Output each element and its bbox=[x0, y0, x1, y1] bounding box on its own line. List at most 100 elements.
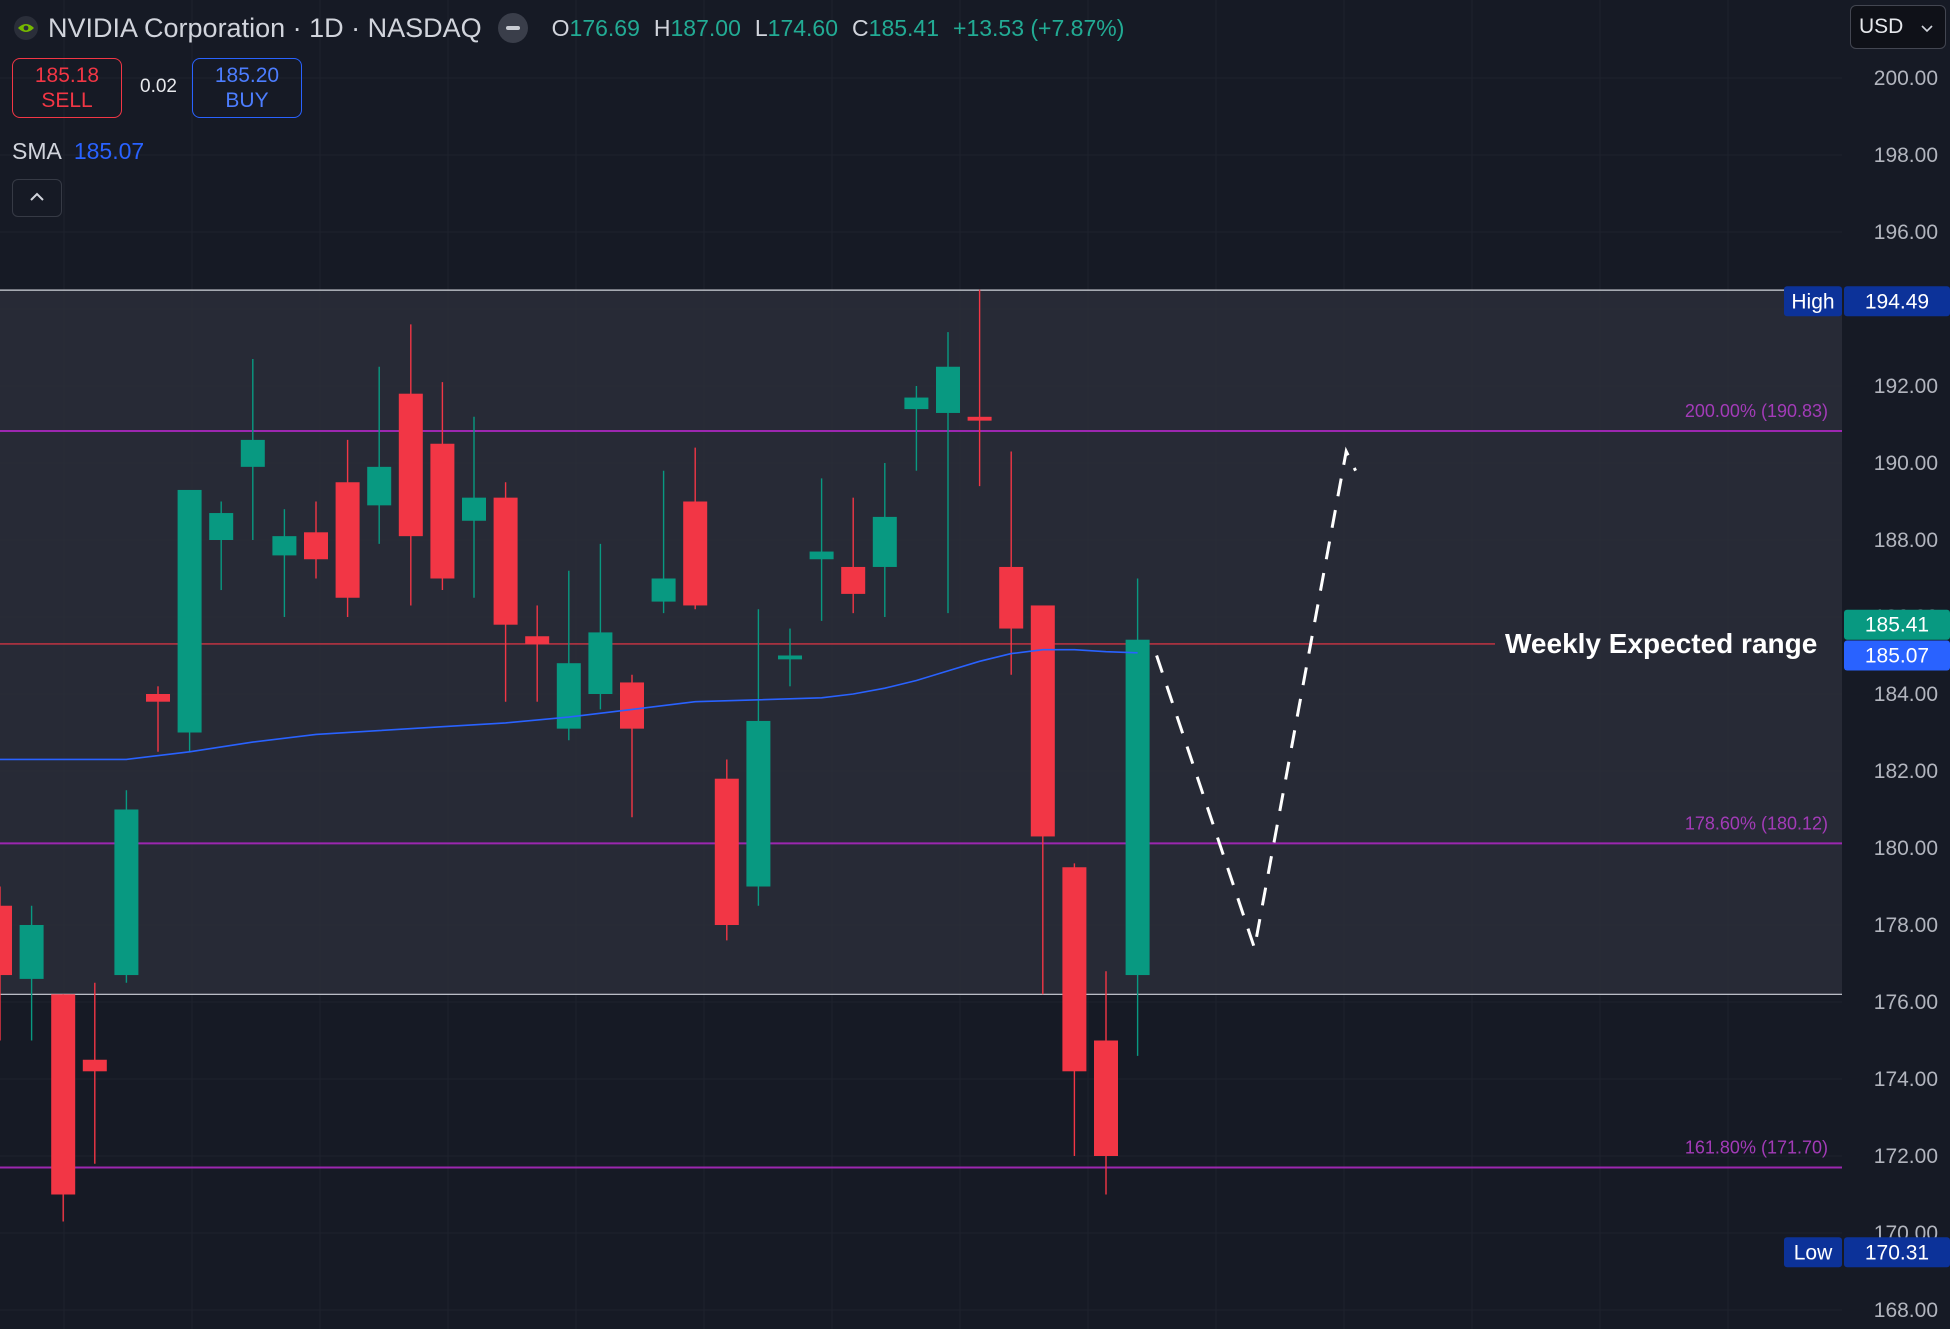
projection-path bbox=[1155, 446, 1357, 955]
low-tag-label: Low bbox=[1794, 1241, 1833, 1264]
open-key: O bbox=[551, 14, 570, 41]
candle-body bbox=[841, 566, 866, 594]
high-tag-label-bg bbox=[1784, 286, 1842, 317]
close-key: C bbox=[852, 14, 869, 41]
candle-body bbox=[0, 905, 12, 976]
fib-label: 161.80% (171.70) bbox=[1685, 1138, 1828, 1158]
sell-button[interactable]: 185.18 SELL bbox=[12, 58, 122, 118]
buy-price: 185.20 bbox=[214, 64, 280, 87]
candle-body bbox=[493, 497, 518, 625]
collapse-indicators-button[interactable] bbox=[12, 179, 62, 217]
buy-label: BUY bbox=[225, 89, 269, 112]
axis-tick-label: 174.00 bbox=[1874, 1068, 1938, 1091]
candle-body bbox=[272, 536, 297, 556]
candle-body bbox=[335, 482, 360, 598]
candle-body bbox=[651, 578, 676, 602]
axis-tick-label: 196.00 bbox=[1874, 221, 1938, 244]
candle-body bbox=[398, 393, 423, 537]
sma-line bbox=[0, 648, 1138, 761]
candle-body bbox=[177, 489, 202, 733]
change-value: +13.53 (+7.87%) bbox=[953, 14, 1125, 41]
axis-tick-label: 184.00 bbox=[1874, 683, 1938, 706]
symbol-title[interactable]: NVIDIA Corporation · 1D · NASDAQ bbox=[48, 12, 482, 43]
candle-body bbox=[809, 551, 834, 560]
candle-body bbox=[525, 636, 550, 644]
high-value: 187.00 bbox=[670, 14, 741, 41]
candle-body bbox=[114, 809, 139, 976]
candle-body bbox=[462, 497, 486, 521]
axis-tick-label: 188.00 bbox=[1874, 529, 1938, 552]
axis-tick-label: 198.00 bbox=[1874, 144, 1938, 167]
last-price-tag: 185.41 bbox=[1865, 614, 1929, 637]
candle-body bbox=[620, 682, 644, 729]
candle-body bbox=[146, 694, 170, 702]
candle-body bbox=[683, 501, 708, 606]
candle-body bbox=[714, 778, 739, 925]
sell-price: 185.18 bbox=[34, 64, 100, 87]
high-tag-label: High bbox=[1791, 290, 1834, 313]
sell-label: SELL bbox=[41, 89, 93, 112]
weekly-range-label: Weekly Expected range bbox=[1505, 628, 1817, 659]
candle-body bbox=[51, 994, 76, 1195]
axis-tick-label: 178.00 bbox=[1874, 914, 1938, 937]
candle-body bbox=[1062, 867, 1087, 1072]
candle-body bbox=[746, 720, 771, 887]
chevron-up-icon bbox=[29, 189, 45, 207]
low-tag-value: 170.31 bbox=[1865, 1241, 1929, 1264]
nvidia-logo-icon bbox=[14, 16, 38, 40]
axis-tick-label: 176.00 bbox=[1874, 991, 1938, 1014]
candle-body bbox=[367, 466, 392, 506]
candle-body bbox=[19, 925, 44, 979]
candle-body bbox=[967, 416, 992, 421]
sma-value: 185.07 bbox=[73, 138, 145, 164]
axis-tick-label: 182.00 bbox=[1874, 760, 1938, 783]
spread-value: 0.02 bbox=[140, 76, 177, 97]
candle-body bbox=[209, 513, 234, 540]
fib-label: 200.00% (190.83) bbox=[1685, 401, 1828, 421]
low-tag-label-bg bbox=[1784, 1237, 1842, 1268]
currency-value: USD bbox=[1859, 15, 1904, 38]
candle-body bbox=[999, 566, 1024, 629]
sma-price-tag-bg bbox=[1844, 640, 1950, 671]
candle-body bbox=[430, 443, 455, 579]
open-value: 176.69 bbox=[569, 14, 640, 41]
candle-body bbox=[1125, 639, 1150, 976]
price-tags: High 194.49 Low 170.31 185.41 185.07 bbox=[1784, 286, 1950, 1268]
candle-body bbox=[872, 516, 897, 567]
axis-tick-label: 172.00 bbox=[1874, 1145, 1938, 1168]
last-price-tag-bg bbox=[1844, 609, 1950, 640]
candle-body bbox=[304, 532, 328, 560]
candle-body bbox=[936, 366, 960, 413]
sma-name: SMA bbox=[12, 138, 62, 164]
fib-label: 178.60% (180.12) bbox=[1685, 813, 1828, 833]
chart-header: NVIDIA Corporation · 1D · NASDAQ O176.69… bbox=[14, 8, 1124, 48]
chevron-down-icon bbox=[1921, 15, 1933, 39]
axis-tick-label: 180.00 bbox=[1874, 837, 1938, 860]
candle-body bbox=[82, 1059, 107, 1072]
candle-body bbox=[904, 397, 929, 410]
candle-body bbox=[778, 655, 802, 660]
candle-body bbox=[1094, 1040, 1118, 1156]
high-key: H bbox=[653, 14, 671, 41]
sma-legend[interactable]: SMA 185.07 bbox=[12, 138, 144, 165]
low-value: 174.60 bbox=[767, 14, 839, 41]
buy-button[interactable]: 185.20 BUY bbox=[192, 58, 302, 118]
axis-tick-label: 192.00 bbox=[1874, 375, 1938, 398]
candle-body bbox=[588, 632, 613, 694]
sma-price-tag: 185.07 bbox=[1865, 645, 1929, 668]
axis-tick-label: 200.00 bbox=[1874, 67, 1938, 90]
level-lines: 200.00% (190.83) 178.60% (180.12) 161.80% … bbox=[0, 289, 1842, 1169]
axis-tick-label: 168.00 bbox=[1874, 1299, 1938, 1322]
candle-body bbox=[240, 439, 265, 467]
ohlc-values: O176.69 H187.00 L174.60 C185.41 +13.53 (… bbox=[552, 15, 1125, 42]
currency-select[interactable]: USD bbox=[1850, 5, 1946, 49]
hide-legend-icon[interactable] bbox=[497, 13, 528, 43]
close-value: 185.41 bbox=[868, 14, 940, 41]
candle-body bbox=[556, 663, 581, 729]
high-tag-value: 194.49 bbox=[1865, 290, 1929, 313]
high-tag-value-bg bbox=[1844, 286, 1950, 317]
candle-body bbox=[1030, 605, 1055, 837]
low-tag-value-bg bbox=[1844, 1237, 1950, 1268]
low-key: L bbox=[754, 14, 768, 41]
